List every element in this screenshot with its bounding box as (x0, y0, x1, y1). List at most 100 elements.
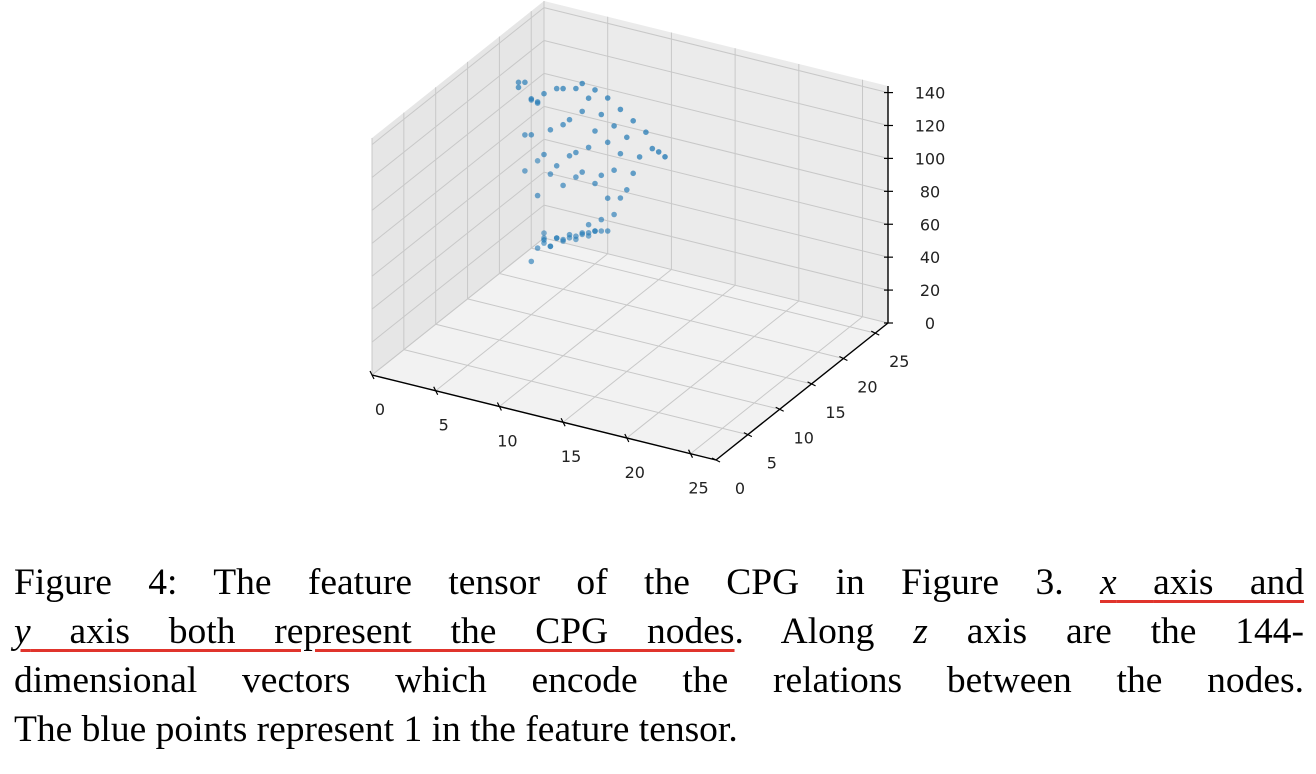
data-point (515, 84, 522, 91)
grid-y-floor (403, 349, 748, 436)
data-point (624, 134, 630, 141)
grid-x-floor (626, 300, 800, 439)
grid-x-floor (435, 253, 609, 392)
y-tick-label: 25 (889, 352, 909, 371)
x-tick-mark (433, 386, 439, 396)
grid-z-backwall (543, 7, 889, 94)
data-point (585, 144, 592, 151)
data-point (598, 216, 605, 223)
data-point (611, 167, 617, 173)
x-tick-label: 5 (439, 416, 449, 435)
data-point (573, 85, 579, 92)
z-tick-label: 40 (920, 248, 940, 267)
x-axis-line (371, 374, 717, 461)
x-tick-label: 25 (688, 479, 708, 498)
x-tick-label: 0 (375, 400, 385, 419)
x-tick-mark (496, 402, 502, 411)
data-point (522, 79, 528, 86)
y-tick-mark (775, 406, 784, 412)
figure-caption: Figure 4: The feature tensor of the CPG … (14, 558, 1304, 754)
data-point (566, 153, 573, 159)
y-tick-mark (870, 330, 880, 336)
x-tick-mark (687, 449, 694, 458)
data-point (585, 230, 592, 236)
x-tick-mark (369, 370, 375, 380)
grid-z-leftwall (371, 40, 545, 178)
caption-line-4: The blue points represent 1 in the featu… (14, 709, 738, 750)
data-point (630, 170, 636, 177)
grid-z-leftwall (371, 204, 545, 343)
data-point (541, 230, 547, 236)
data-point (541, 151, 547, 158)
tick-labels: 0 5 10 15 20 25 0 5 10 15 20 25 0 20 40 60 80 100 120 140 (375, 84, 945, 498)
y-tick-label: 15 (825, 403, 845, 422)
data-point (534, 99, 541, 105)
data-point (553, 235, 560, 241)
z-tick-label: 120 (915, 117, 946, 136)
grid-y-floor (435, 323, 780, 410)
data-point (579, 169, 585, 175)
grid-x-floor (562, 284, 736, 423)
data-point (592, 87, 598, 93)
grid-z-leftwall (371, 237, 545, 376)
data-point (566, 231, 573, 238)
scatter-3d-figure: 0 5 10 15 20 25 0 5 10 15 20 25 0 20 40 60 80 100 120 140 (369, 1, 945, 498)
scatter-3d-plot: 0 5 10 15 20 25 0 5 10 15 20 25 0 20 40 60 80 100 120 140 (369, 1, 945, 498)
data-point (560, 236, 566, 243)
grid-z-backwall (543, 171, 889, 258)
data-point (655, 149, 662, 155)
data-point (573, 174, 579, 180)
y-tick-mark (743, 432, 753, 438)
caption-figure-label: Figure 4: (14, 562, 178, 603)
data-point (604, 139, 611, 146)
data-point (592, 228, 598, 234)
grid-x-floor (499, 269, 672, 407)
data-point (547, 171, 554, 177)
data-point (617, 106, 624, 113)
data-point (573, 149, 579, 156)
grid-y-floor (467, 298, 812, 385)
data-point (522, 168, 528, 174)
caption-z-var: z (913, 611, 928, 652)
caption-sentence-1: The feature tensor of the CPG in Figure … (213, 562, 1064, 603)
data-point (636, 154, 643, 160)
data-point (617, 150, 624, 157)
caption-line2-end: axis are the 144- (966, 611, 1305, 652)
caption-y-rest: axis both represent the CPG nodes (69, 611, 735, 652)
axes-lines (369, 86, 893, 463)
data-point (630, 118, 636, 124)
data-point (560, 85, 566, 92)
caption-along: Along (780, 611, 875, 652)
caption-x-axis-underlined: x axis and (1100, 562, 1304, 603)
y-tick-label: 10 (794, 428, 814, 447)
grid-z-leftwall (371, 105, 545, 244)
data-point (579, 108, 585, 115)
caption-period: . (734, 611, 744, 652)
grid-z-backwall (543, 138, 889, 225)
grid-z-backwall (543, 72, 889, 159)
x-tick-mark (624, 433, 630, 443)
grid-z-backwall (543, 105, 889, 192)
grid-y-floor (531, 247, 876, 334)
data-point (585, 221, 592, 228)
data-point (611, 211, 617, 218)
caption-line-2: y axis both represent the CPG nodes. Alo… (14, 607, 1304, 656)
data-point (528, 132, 535, 138)
caption-line-3: dimensional vectors which encode the rel… (14, 660, 1304, 701)
x-tick-label: 15 (561, 447, 581, 466)
data-point (547, 243, 554, 250)
data-point (598, 172, 605, 179)
data-point (541, 237, 547, 243)
grid-y-floor (499, 273, 844, 360)
data-point (566, 116, 573, 123)
caption-x-var: x (1100, 562, 1117, 603)
data-point (534, 192, 541, 199)
z-tick-label: 100 (915, 149, 946, 168)
data-point (547, 127, 554, 133)
z-tick-label: 80 (920, 182, 940, 201)
data-point (598, 228, 605, 234)
data-point (534, 158, 541, 164)
data-point (534, 245, 541, 251)
y-axis-line (715, 322, 889, 461)
data-point (611, 123, 617, 129)
